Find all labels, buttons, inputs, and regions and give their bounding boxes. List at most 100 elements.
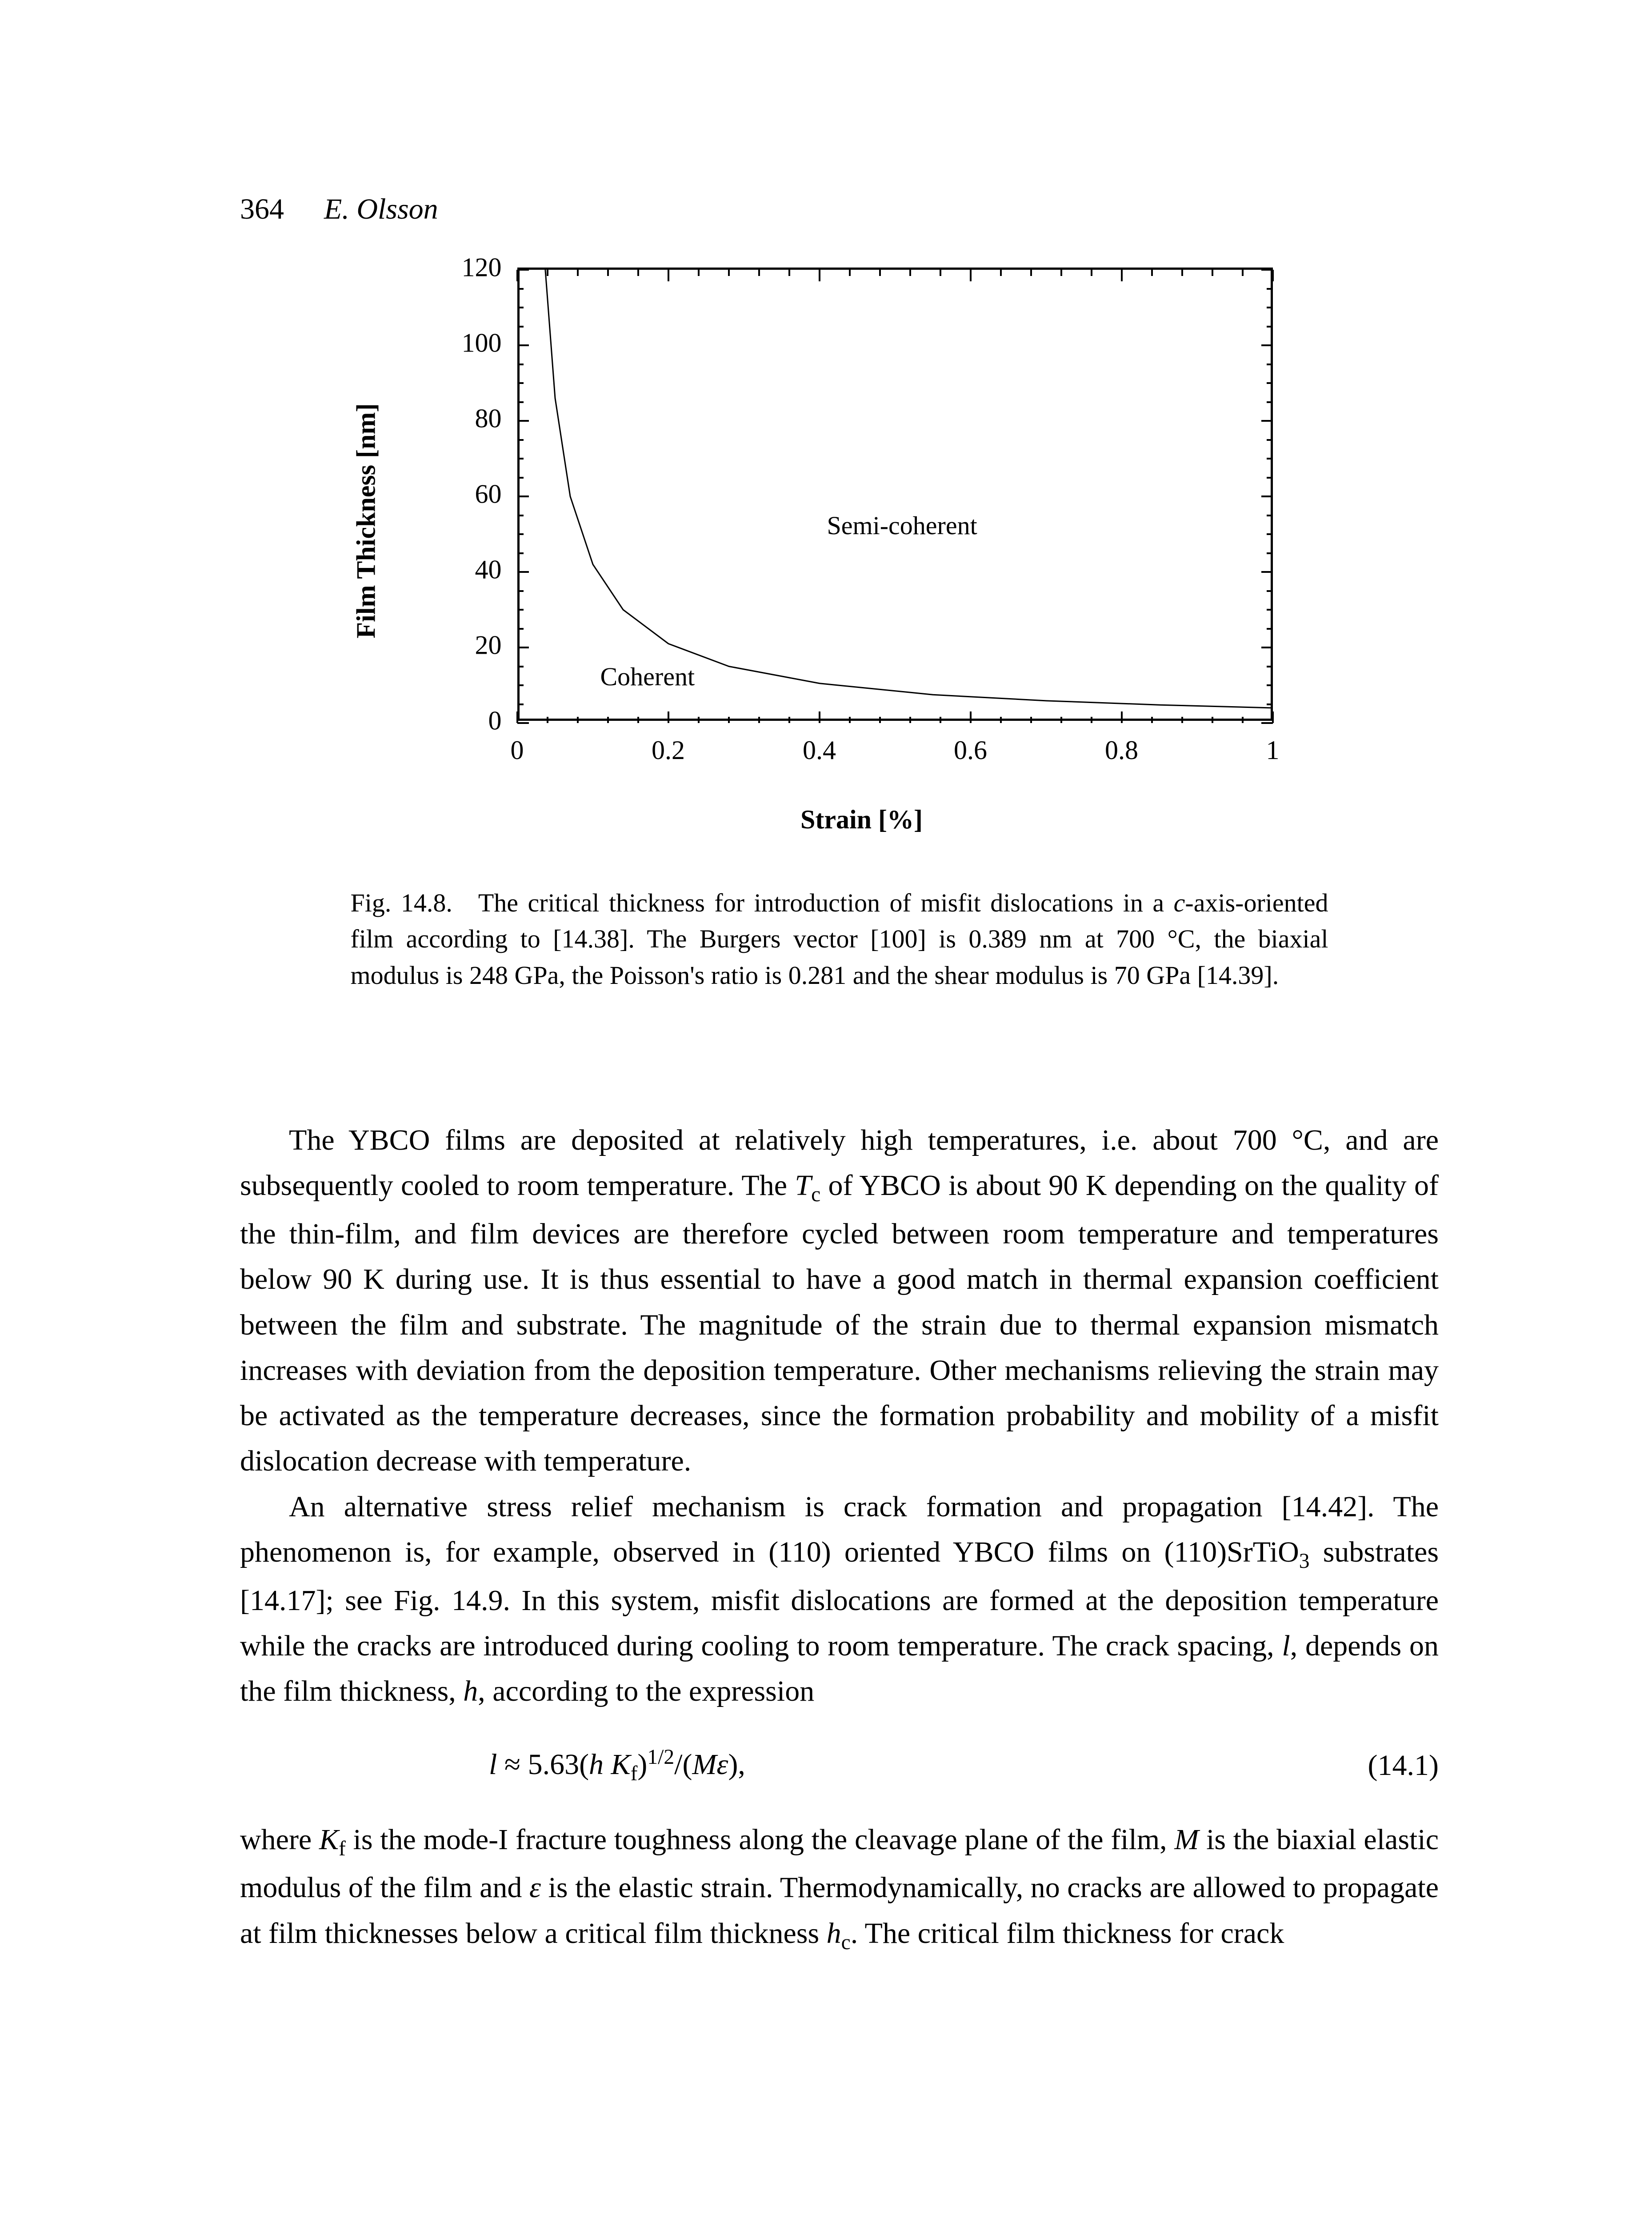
- tick-mark: [517, 269, 529, 271]
- tick-mark: [517, 533, 524, 535]
- paragraph-3: where Kf is the mode-I fracture toughnes…: [240, 1817, 1439, 1959]
- x-tick-label: 0.6: [954, 730, 987, 771]
- tick-mark: [1267, 515, 1273, 516]
- h-symbol: h: [463, 1675, 478, 1707]
- tick-mark: [607, 270, 609, 276]
- tick-mark: [1267, 382, 1273, 384]
- x-tick-label: 0.4: [803, 730, 836, 771]
- tick-mark: [1212, 270, 1213, 276]
- tick-mark: [1267, 609, 1273, 611]
- tick-mark: [1267, 477, 1273, 479]
- p3-e: . The critical film thickness for crack: [851, 1917, 1284, 1950]
- tick-mark: [1267, 458, 1273, 460]
- tick-mark: [788, 270, 790, 276]
- tick-mark: [517, 552, 524, 554]
- p3-b: is the mode-I fracture toughness along t…: [346, 1823, 1175, 1856]
- tick-mark: [517, 382, 524, 384]
- p3-a: where: [240, 1823, 319, 1856]
- tick-mark: [517, 496, 529, 497]
- tick-mark: [577, 270, 579, 276]
- equation-14-1: l ≈ 5.63(h Kf)1/2/(Mε), (14.1): [240, 1741, 1439, 1790]
- x-tick-label: 0.2: [652, 730, 685, 771]
- running-header: 364 E. Olsson: [240, 187, 1439, 232]
- tick-mark: [517, 458, 524, 460]
- tick-mark: [940, 270, 941, 276]
- tick-mark: [849, 270, 851, 276]
- tick-mark: [819, 270, 820, 281]
- chart-container: Film Thickness [nm] Coherent Semi-cohere…: [384, 250, 1295, 792]
- tick-mark: [1267, 288, 1273, 290]
- tick-mark: [517, 307, 524, 308]
- y-axis-label: Film Thickness [nm]: [345, 404, 387, 639]
- tick-mark: [879, 270, 881, 276]
- tick-mark: [517, 609, 524, 611]
- tick-mark: [517, 515, 524, 516]
- tick-mark: [1091, 270, 1092, 276]
- tick-mark: [1000, 270, 1002, 276]
- tick-mark: [517, 590, 524, 592]
- y-tick-labels: 020406080100120: [426, 250, 502, 792]
- p2-a: An alternative stress relief mechanism i…: [240, 1491, 1439, 1568]
- x-axis-label: Strain [%]: [484, 799, 1240, 840]
- tick-mark: [1267, 666, 1273, 667]
- x-tick-label: 0.8: [1105, 730, 1138, 771]
- hc-symbol: hc: [827, 1917, 851, 1950]
- tick-mark: [1267, 628, 1273, 630]
- tick-mark: [1261, 344, 1273, 346]
- x-tick-label: 0: [511, 730, 524, 771]
- tick-mark: [1060, 270, 1062, 276]
- body-text: The YBCO films are deposited at relative…: [240, 1118, 1439, 1959]
- figure-caption: Fig. 14.8. The critical thickness for in…: [351, 885, 1328, 993]
- srtio3-sub: 3: [1299, 1550, 1310, 1573]
- equation-body: l ≈ 5.63(h Kf)1/2/(Mε),: [489, 1741, 1323, 1790]
- tick-mark: [1272, 270, 1274, 281]
- page-number: 364: [240, 187, 284, 232]
- tick-mark: [1261, 269, 1273, 271]
- tick-mark: [698, 270, 700, 276]
- tick-mark: [1267, 364, 1273, 365]
- tick-mark: [1267, 401, 1273, 403]
- tick-mark: [517, 666, 524, 667]
- tick-mark: [970, 270, 972, 281]
- y-tick-label: 20: [426, 625, 502, 666]
- page: 364 E. Olsson Film Thickness [nm] Cohere…: [0, 0, 1652, 2222]
- tick-mark: [1267, 684, 1273, 686]
- tick-mark: [1267, 552, 1273, 554]
- tick-mark: [1261, 571, 1273, 573]
- tick-mark: [668, 270, 669, 281]
- tick-mark: [517, 420, 529, 422]
- tick-mark: [1242, 270, 1244, 276]
- x-tick-label: 1: [1266, 730, 1280, 771]
- tick-mark: [1181, 270, 1183, 276]
- tick-mark: [1151, 270, 1153, 276]
- y-tick-label: 120: [426, 247, 502, 288]
- tick-mark: [517, 288, 524, 290]
- p2-d: , according to the expression: [478, 1675, 814, 1707]
- y-tick-label: 100: [426, 323, 502, 364]
- tick-mark: [517, 401, 524, 403]
- figure-14-8: Film Thickness [nm] Coherent Semi-cohere…: [351, 250, 1328, 993]
- tick-mark: [637, 270, 639, 276]
- tick-mark: [728, 270, 730, 276]
- eps-symbol: ε: [529, 1871, 541, 1904]
- caption-c-ital: c: [1174, 888, 1185, 917]
- coherent-label: Coherent: [600, 657, 695, 697]
- paragraph-2: An alternative stress relief mechanism i…: [240, 1484, 1439, 1714]
- caption-text-1: Fig. 14.8. The critical thickness for in…: [351, 888, 1174, 917]
- y-tick-label: 80: [426, 398, 502, 440]
- tick-mark: [1267, 590, 1273, 592]
- tick-mark: [517, 684, 524, 686]
- tick-mark: [1030, 270, 1032, 276]
- tick-mark: [517, 364, 524, 365]
- tick-mark: [1261, 496, 1273, 497]
- y-tick-label: 0: [426, 700, 502, 742]
- y-tick-label: 60: [426, 474, 502, 515]
- x-tick-labels: 00.20.40.60.81: [517, 721, 1273, 761]
- tick-mark: [909, 270, 911, 276]
- plot-area: Coherent Semi-coherent: [517, 268, 1273, 721]
- semi-coherent-label: Semi-coherent: [827, 506, 977, 546]
- tick-mark: [517, 326, 524, 328]
- Kf-symbol: Kf: [319, 1823, 346, 1856]
- tick-mark: [1267, 703, 1273, 705]
- tick-mark: [517, 647, 529, 648]
